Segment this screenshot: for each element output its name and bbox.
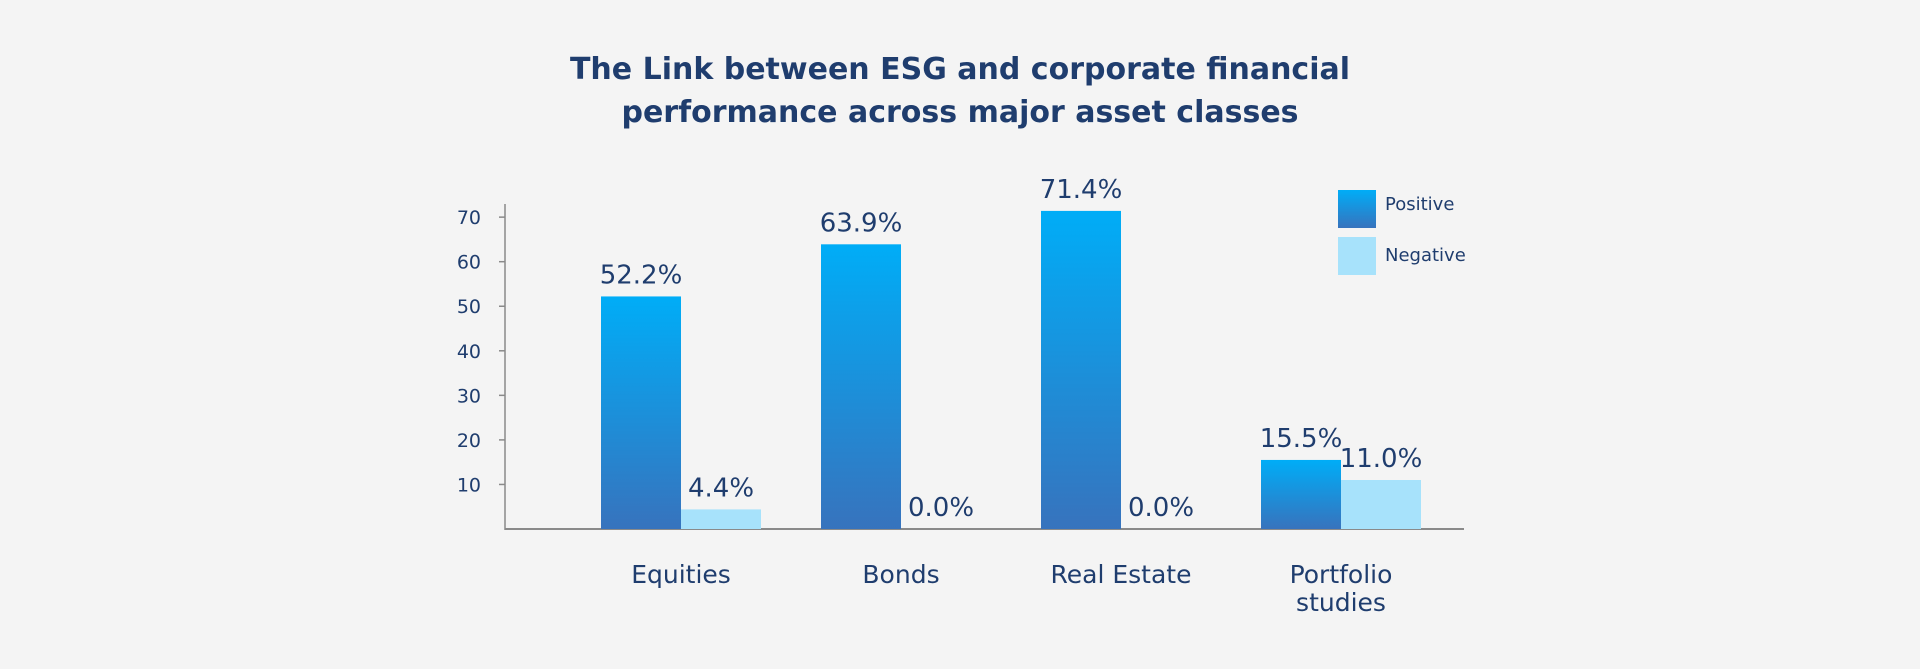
bar-negative bbox=[1341, 479, 1421, 529]
y-tick-label: 50 bbox=[457, 296, 481, 318]
chart-title: The Link between ESG and corporate finan… bbox=[560, 48, 1360, 134]
data-label-positive: 63.9% bbox=[820, 208, 903, 238]
data-label-negative: 0.0% bbox=[908, 493, 974, 523]
bar-positive bbox=[1041, 210, 1121, 529]
data-label-positive: 15.5% bbox=[1260, 424, 1343, 454]
x-category-label: Bonds bbox=[862, 560, 939, 589]
data-label-negative: 4.4% bbox=[688, 473, 754, 503]
data-label-negative: 11.0% bbox=[1340, 444, 1423, 474]
chart-title-line-2: performance across major asset classes bbox=[621, 95, 1299, 130]
bar-negative bbox=[681, 509, 761, 529]
x-category-label: Equities bbox=[631, 560, 731, 589]
legend-label-negative: Negative bbox=[1385, 245, 1466, 266]
data-label-positive: 52.2% bbox=[600, 260, 683, 290]
y-tick-label: 20 bbox=[457, 430, 481, 452]
y-tick-label: 40 bbox=[457, 341, 481, 363]
y-tick-label: 10 bbox=[457, 474, 481, 496]
legend-label-positive: Positive bbox=[1385, 194, 1454, 215]
data-label-negative: 0.0% bbox=[1128, 493, 1194, 523]
legend-swatch-negative bbox=[1338, 237, 1376, 275]
legend-swatch-positive bbox=[1338, 190, 1376, 228]
x-category-label: Real Estate bbox=[1051, 560, 1192, 589]
data-label-positive: 71.4% bbox=[1040, 175, 1123, 205]
chart-title-line-1: The Link between ESG and corporate finan… bbox=[569, 52, 1351, 87]
y-tick-label: 70 bbox=[457, 207, 481, 229]
x-category-label: Portfolio bbox=[1290, 560, 1393, 589]
x-category-label: studies bbox=[1296, 588, 1386, 617]
y-tick-label: 60 bbox=[457, 252, 481, 274]
y-tick-label: 30 bbox=[457, 385, 481, 407]
bar-positive bbox=[1261, 459, 1341, 529]
bar-positive bbox=[601, 296, 681, 529]
bar-positive bbox=[821, 244, 901, 529]
